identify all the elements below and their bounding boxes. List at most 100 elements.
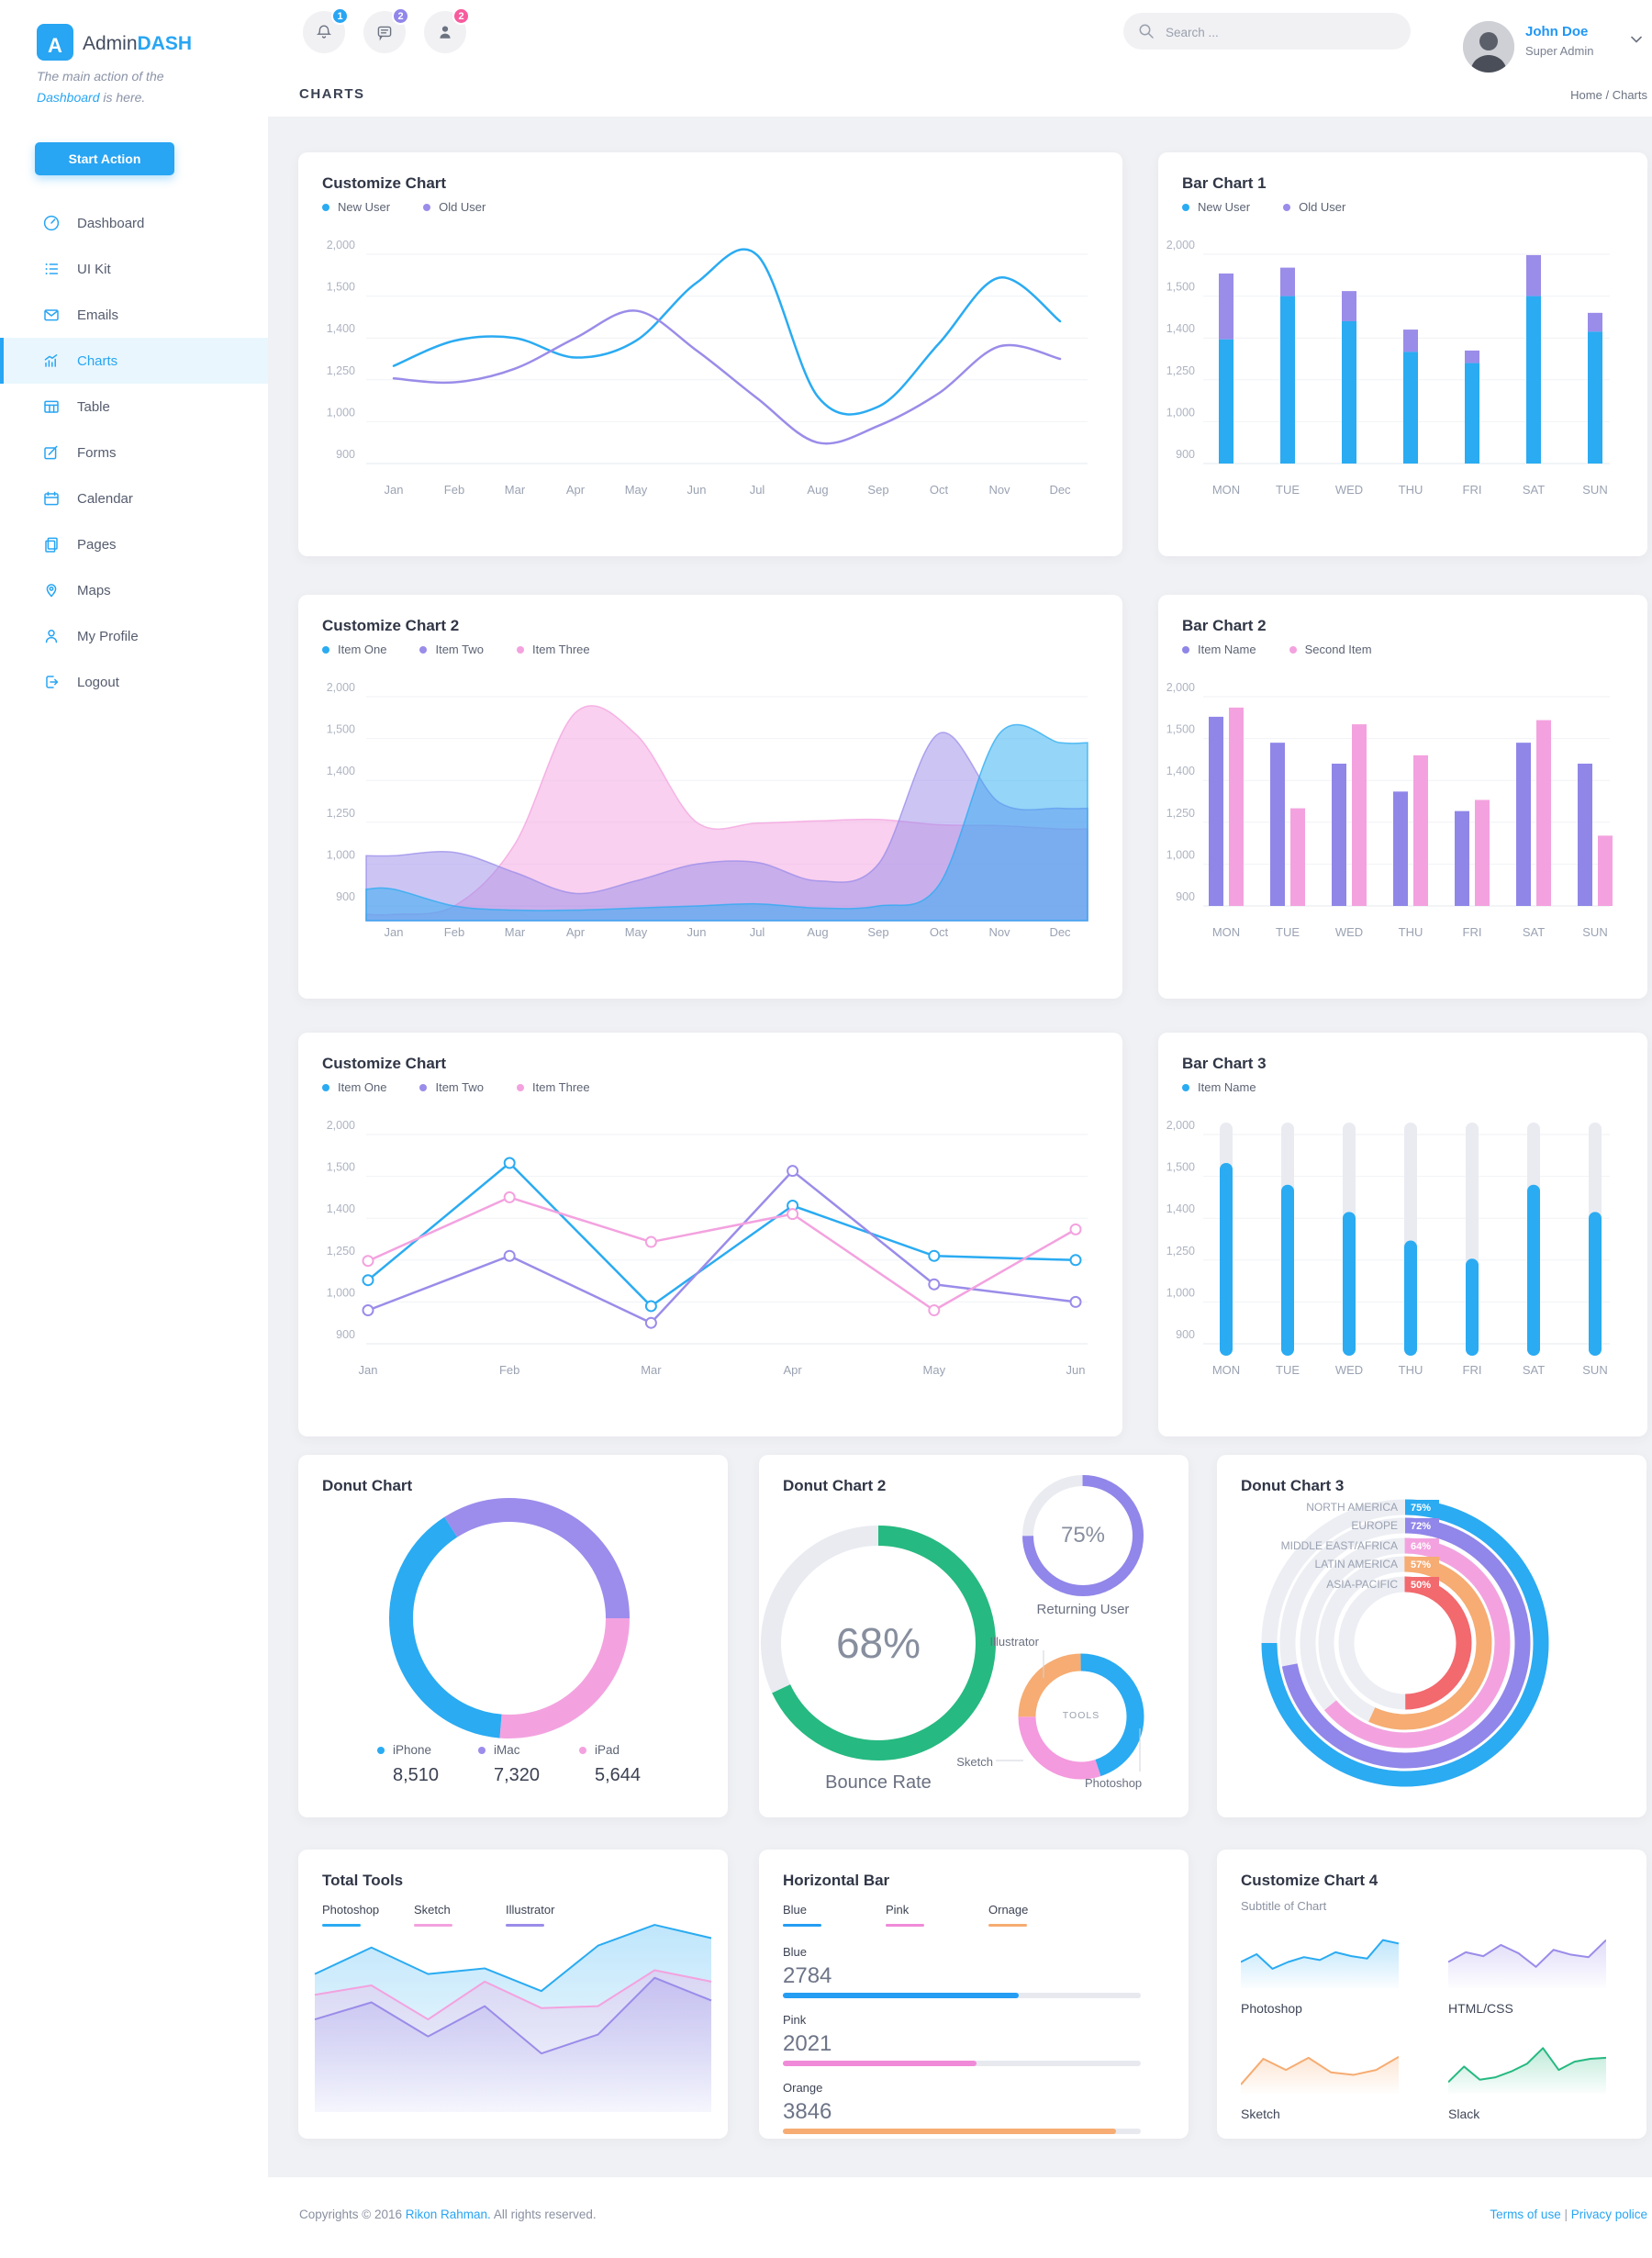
legend-dot xyxy=(516,645,524,654)
line-chart: 2,000 1,500 1,400 1,250 1,000 900 Jan Feb Mar Apr… xyxy=(298,152,1122,556)
brand-admin: Admin xyxy=(83,33,138,54)
calendar-icon xyxy=(42,489,61,508)
search-icon xyxy=(1138,23,1155,44)
chart-legend: New User Old User xyxy=(1182,200,1345,214)
svg-text:1,500: 1,500 xyxy=(1166,723,1195,736)
svg-text:THU: THU xyxy=(1399,1363,1423,1377)
tools-label-illustrator: Illustrator xyxy=(989,1635,1039,1649)
svg-text:1,500: 1,500 xyxy=(327,281,355,294)
svg-text:WED: WED xyxy=(1335,1363,1363,1377)
card-bar-chart-2: Bar Chart 2 Item Name Second Item 2,000 1,50… xyxy=(1158,595,1647,999)
sidebar-item-dashboard[interactable]: Dashboard xyxy=(0,200,268,246)
brand-name[interactable]: AdminDASH xyxy=(83,33,192,55)
chevron-down-icon[interactable] xyxy=(1631,31,1642,48)
svg-text:900: 900 xyxy=(1176,448,1195,461)
chart-title: Bar Chart 1 xyxy=(1182,174,1267,192)
svg-text:LATIN AMERICA: LATIN AMERICA xyxy=(1315,1558,1398,1571)
card-customize-chart-4: Customize Chart 4 Subtitle of Chart Photos… xyxy=(1217,1850,1646,2139)
search-input[interactable] xyxy=(1164,13,1397,51)
footer-links: Terms of use | Privacy police xyxy=(1490,2208,1647,2221)
sidebar-item-logout[interactable]: Logout xyxy=(0,659,268,705)
chart-icon xyxy=(42,352,61,370)
svg-text:1,500: 1,500 xyxy=(1166,281,1195,294)
avatar[interactable] xyxy=(1463,21,1514,73)
svg-text:1,500: 1,500 xyxy=(1166,1161,1195,1174)
privacy-link[interactable]: Privacy police xyxy=(1570,2208,1647,2221)
svg-text:1,000: 1,000 xyxy=(1166,406,1195,419)
donut-legend-item: iMac 7,320 xyxy=(478,1743,540,1786)
svg-text:Jan: Jan xyxy=(385,483,404,497)
card-donut-chart: Donut Chart iPhone 8,510 iMac 7,320 iPad… xyxy=(298,1455,728,1817)
big-gauge-value: 68% xyxy=(835,1619,921,1667)
hbar-label: Orange xyxy=(783,2081,823,2095)
sidebar-item-pages[interactable]: Pages xyxy=(0,521,268,567)
sidebar-item-forms[interactable]: Forms xyxy=(0,430,268,475)
chart-subtitle: Subtitle of Chart xyxy=(1241,1899,1327,1913)
legend-underline xyxy=(886,1924,924,1927)
sidebar-item-emails[interactable]: Emails xyxy=(0,292,268,338)
legend-underline xyxy=(414,1924,452,1927)
svg-text:1,250: 1,250 xyxy=(327,807,355,820)
sidebar-item-label: Pages xyxy=(77,536,117,553)
hbar-fill xyxy=(783,1993,1020,1998)
copyright-link[interactable]: Rikon Rahman. xyxy=(405,2208,491,2221)
svg-text:1,250: 1,250 xyxy=(1166,364,1195,377)
svg-text:2,000: 2,000 xyxy=(1166,239,1195,252)
sparkline-label: HTML/CSS xyxy=(1448,2001,1513,2016)
logo-icon[interactable]: A xyxy=(37,24,73,61)
breadcrumb-home[interactable]: Home xyxy=(1570,88,1602,102)
legend-label: Item Three xyxy=(531,1080,590,1094)
svg-text:WED: WED xyxy=(1335,483,1363,497)
legend-item: Item Three xyxy=(516,643,590,656)
person-button[interactable]: 2 xyxy=(424,7,470,53)
svg-text:Jun: Jun xyxy=(687,483,707,497)
brand-dash: DASH xyxy=(137,33,193,54)
svg-text:2,000: 2,000 xyxy=(327,681,355,694)
start-action-button[interactable]: Start Action xyxy=(35,142,174,175)
legend-underline xyxy=(988,1924,1027,1927)
svg-text:1,400: 1,400 xyxy=(327,322,355,335)
hbar-fill xyxy=(783,2061,977,2066)
sidebar: A AdminDASH The main action of the Dashb… xyxy=(0,0,268,2258)
sidebar-item-label: UI Kit xyxy=(77,261,111,277)
donut-gauges: 68% Bounce Rate 75% Returning User TOOLS Illu… xyxy=(759,1455,1189,1817)
svg-text:1,400: 1,400 xyxy=(1166,1202,1195,1215)
legend-dot xyxy=(1289,645,1297,654)
legend-item-photoshop: Photoshop xyxy=(322,1903,379,1927)
user-name[interactable]: John Doe xyxy=(1525,24,1589,39)
chart-title: Customize Chart xyxy=(322,1055,447,1072)
svg-text:1,500: 1,500 xyxy=(327,1161,355,1174)
sidebar-item-maps[interactable]: Maps xyxy=(0,567,268,613)
notification-badge: 1 xyxy=(331,7,349,25)
svg-text:Aug: Aug xyxy=(807,483,828,497)
sidebar-item-ui-kit[interactable]: UI Kit xyxy=(0,246,268,292)
legend-label: Item Two xyxy=(435,1080,484,1094)
svg-text:2,000: 2,000 xyxy=(1166,1119,1195,1132)
svg-text:1,000: 1,000 xyxy=(1166,1286,1195,1299)
legend-dot xyxy=(1182,1083,1189,1091)
card-total-tools: Total Tools Photoshop Sketch Illustrator xyxy=(298,1850,728,2139)
svg-text:900: 900 xyxy=(1176,1328,1195,1341)
legend-label: New User xyxy=(338,200,391,214)
footer-band xyxy=(268,2177,1652,2258)
chat-button[interactable]: 2 xyxy=(363,7,409,53)
legend-item-pink: Pink xyxy=(886,1903,924,1927)
layered-area-chart: Photoshop Sketch Illustrator xyxy=(298,1850,728,2139)
svg-text:2,000: 2,000 xyxy=(1166,681,1195,694)
sidebar-item-table[interactable]: Table xyxy=(0,384,268,430)
sidebar-item-label: Dashboard xyxy=(77,215,145,231)
legend-item: Item One xyxy=(322,643,386,656)
svg-text:MON: MON xyxy=(1212,1363,1240,1377)
sidebar-item-charts[interactable]: Charts xyxy=(0,338,268,384)
svg-text:Nov: Nov xyxy=(988,925,1010,939)
svg-text:Apr: Apr xyxy=(566,925,586,939)
legend-value: 8,510 xyxy=(393,1765,440,1785)
sidebar-item-my-profile[interactable]: My Profile xyxy=(0,613,268,659)
bell-button[interactable]: 1 xyxy=(303,7,349,53)
sidebar-item-calendar[interactable]: Calendar xyxy=(0,475,268,521)
legend-label: iPad xyxy=(595,1743,620,1757)
svg-text:May: May xyxy=(625,483,648,497)
terms-link[interactable]: Terms of use xyxy=(1490,2208,1561,2221)
legend-item-illustrator: Illustrator xyxy=(506,1903,554,1927)
legend-underline xyxy=(506,1924,544,1927)
